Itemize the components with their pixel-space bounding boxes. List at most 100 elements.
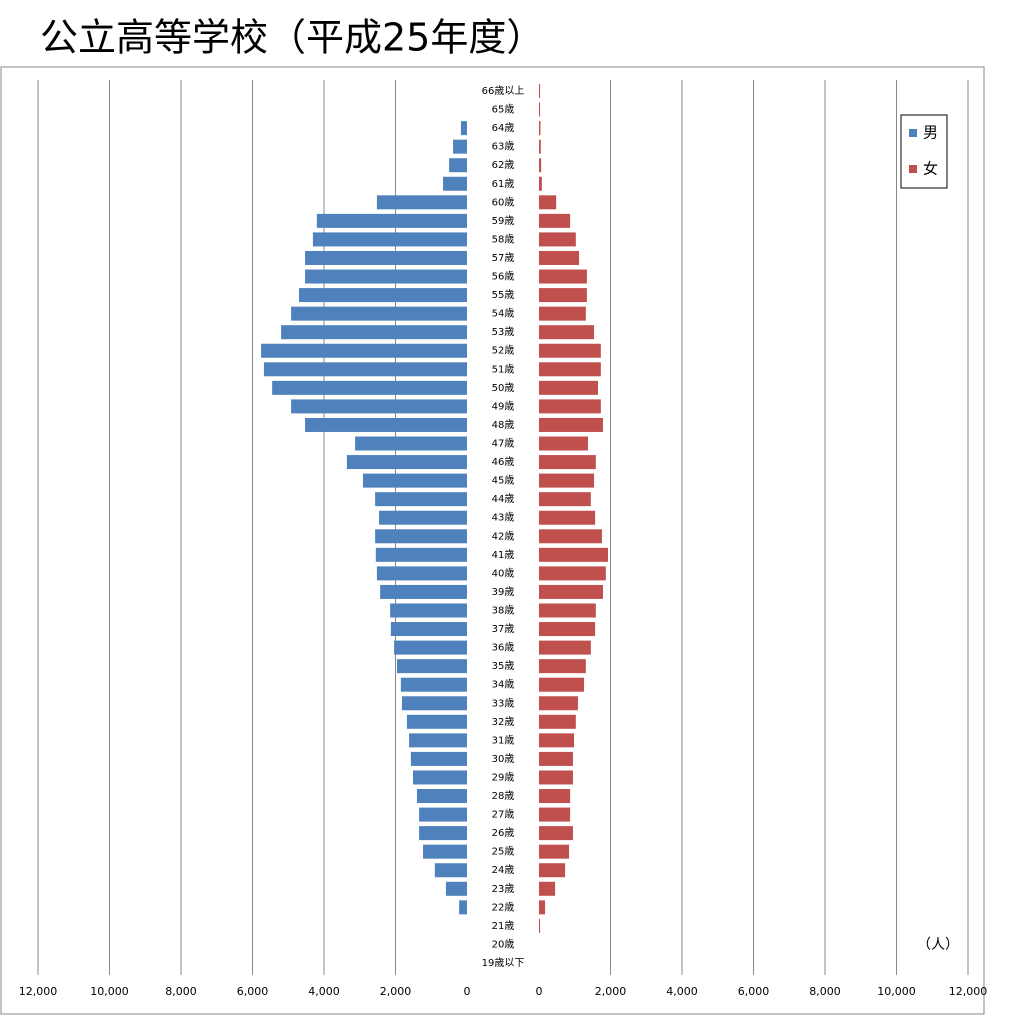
bar — [539, 158, 542, 173]
age-label: 66歳以上 — [482, 85, 525, 97]
bar — [305, 417, 467, 432]
bar — [419, 807, 467, 822]
chart-title: 公立高等学校（平成25年度） — [40, 16, 544, 60]
bar — [539, 473, 595, 488]
age-label: 42歳 — [492, 530, 515, 542]
bar — [539, 640, 591, 655]
bar — [443, 176, 467, 191]
bar — [539, 918, 541, 933]
bar — [394, 640, 467, 655]
bar — [539, 881, 556, 896]
bar — [539, 343, 601, 358]
bar — [362, 473, 467, 488]
age-label: 22歳 — [492, 901, 515, 913]
bar — [539, 380, 598, 395]
age-label: 33歳 — [492, 697, 515, 709]
age-label: 34歳 — [492, 679, 515, 691]
x-tick-label: 6,000 — [738, 985, 770, 998]
bar — [376, 566, 467, 581]
bar — [539, 714, 576, 729]
age-label: 20歳 — [492, 938, 515, 950]
bar — [539, 325, 595, 340]
age-label: 62歳 — [492, 159, 515, 171]
age-label: 53歳 — [492, 326, 515, 338]
bar — [539, 362, 601, 377]
bar — [539, 529, 602, 544]
x-tick-label: 6,000 — [237, 985, 269, 998]
bar — [409, 733, 467, 748]
bar — [305, 250, 467, 265]
age-label: 59歳 — [492, 215, 515, 227]
bar — [449, 158, 467, 173]
bar — [400, 677, 467, 692]
legend-box — [900, 114, 948, 189]
bar — [413, 770, 467, 785]
age-label: 27歳 — [492, 809, 515, 821]
age-label: 44歳 — [492, 493, 515, 505]
bar — [539, 844, 570, 859]
bar — [539, 863, 566, 878]
age-label: 37歳 — [492, 623, 515, 635]
bar — [539, 733, 575, 748]
age-label: 49歳 — [492, 400, 515, 412]
bar — [291, 306, 467, 321]
x-tick-label: 10,000 — [90, 985, 129, 998]
bar — [539, 195, 557, 210]
bar — [346, 455, 467, 470]
bar — [539, 102, 541, 117]
bar — [445, 881, 467, 896]
bar — [272, 380, 467, 395]
bar — [396, 659, 467, 674]
bar — [539, 417, 603, 432]
age-label: 54歳 — [492, 308, 515, 320]
legend-label: 女 — [923, 160, 938, 178]
bar — [453, 139, 467, 154]
bar — [539, 250, 580, 265]
age-label: 31歳 — [492, 734, 515, 746]
age-label: 29歳 — [492, 771, 515, 783]
age-label: 63歳 — [492, 141, 515, 153]
bar — [539, 84, 541, 98]
x-tick-label: 8,000 — [165, 985, 197, 998]
age-label: 51歳 — [492, 363, 515, 375]
age-label: 41歳 — [492, 549, 515, 561]
bar — [539, 455, 596, 470]
bar — [539, 751, 573, 766]
bar — [380, 584, 467, 599]
age-label: 56歳 — [492, 271, 515, 283]
age-label: 28歳 — [492, 790, 515, 802]
bar — [423, 844, 467, 859]
bar — [539, 659, 586, 674]
age-label: 24歳 — [492, 864, 515, 876]
bar — [539, 547, 608, 562]
x-tick-label: 12,000 — [19, 985, 58, 998]
bar — [375, 529, 467, 544]
bar — [419, 826, 467, 841]
x-tick-label: 4,000 — [666, 985, 698, 998]
age-label: 32歳 — [492, 716, 515, 728]
bar — [539, 900, 546, 915]
bar — [416, 789, 467, 804]
x-tick-label: 8,000 — [809, 985, 841, 998]
age-label: 45歳 — [492, 475, 515, 487]
bar — [539, 288, 587, 303]
bar — [539, 677, 585, 692]
bar — [539, 789, 571, 804]
age-label: 40歳 — [492, 567, 515, 579]
legend-label: 男 — [923, 124, 938, 142]
bar — [312, 232, 467, 247]
age-label: 60歳 — [492, 196, 515, 208]
bar — [401, 696, 467, 711]
bar — [539, 566, 606, 581]
age-label: 55歳 — [492, 289, 515, 301]
bar — [460, 121, 467, 136]
bar — [539, 584, 603, 599]
bar — [355, 436, 467, 451]
x-tick-label: 10,000 — [877, 985, 916, 998]
bar — [539, 121, 541, 136]
x-tick-label: 2,000 — [380, 985, 412, 998]
bar — [261, 343, 467, 358]
bar — [298, 288, 467, 303]
